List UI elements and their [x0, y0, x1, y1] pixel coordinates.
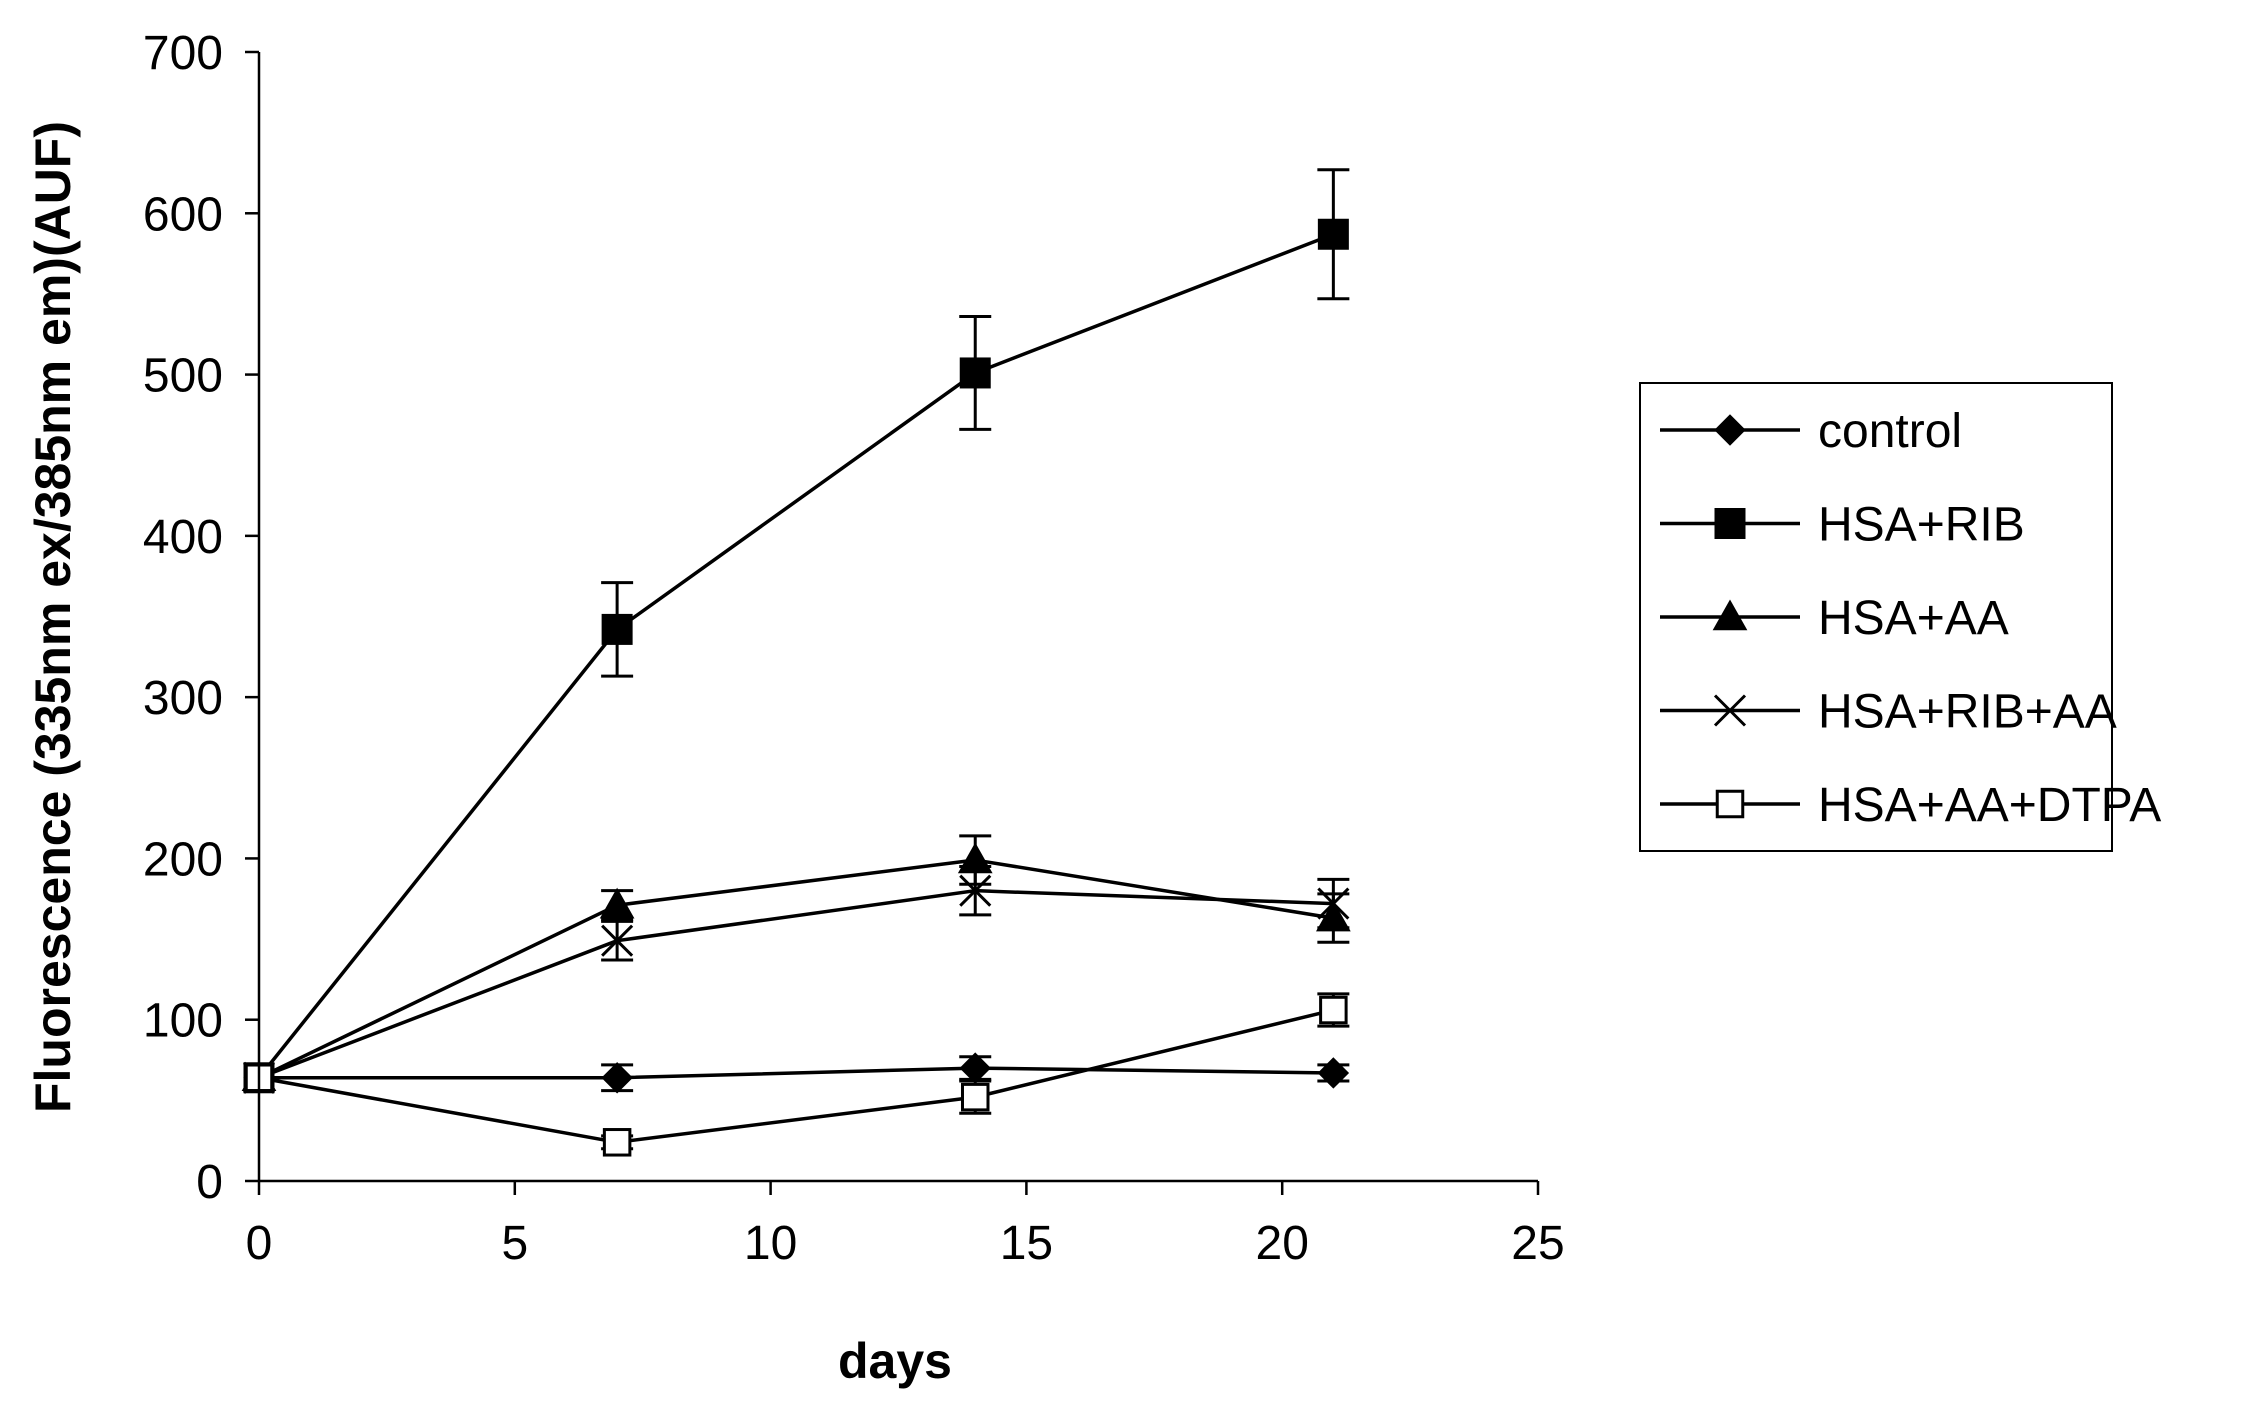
y-tick-label: 700 [143, 27, 223, 80]
axes: 0 100 200 300 400 500 600 700 0 5 10 15 20 25 [143, 27, 1565, 1270]
series-line [258, 1008, 1334, 1145]
data-point [602, 1128, 632, 1157]
series-line [259, 1066, 1334, 1080]
y-tick-label: 100 [143, 995, 223, 1048]
data-point [601, 613, 633, 645]
data-point [959, 874, 992, 907]
x-tick-label: 20 [1256, 1217, 1309, 1270]
legend-label: HSA+RIB [1818, 499, 2025, 552]
series-line [258, 858, 1334, 1080]
y-tick-label: 500 [143, 350, 223, 403]
x-tick-label: 15 [1000, 1217, 1053, 1270]
series-3 [241, 834, 1351, 1092]
x-axis-title: days [838, 1333, 952, 1389]
legend-label: HSA+RIB+AA [1818, 686, 2117, 739]
data-point [601, 1062, 633, 1094]
legend: control HSA+RIB HSA+AA HSA+RIB+AA HSA+AA+DTP… [1639, 382, 2161, 852]
legend-entry: HSA+AA [1660, 592, 2009, 645]
legend-marker-stroke [1713, 694, 1747, 727]
legend-label: HSA+AA [1818, 592, 2009, 645]
x-tick-label: 5 [501, 1217, 528, 1270]
x-tick-label: 25 [1511, 1217, 1564, 1270]
plot-area [241, 168, 1351, 1157]
data-point-stroke [601, 924, 634, 957]
x-ticks: 0 5 10 15 20 25 [246, 1181, 1565, 1270]
data-point [599, 887, 635, 919]
legend-entry: control [1660, 405, 1962, 458]
data-point [1317, 887, 1350, 920]
legend-entry: HSA+RIB [1660, 499, 2025, 552]
legend-marker [1714, 508, 1746, 539]
y-tick-label: 600 [143, 188, 223, 241]
y-tick-label: 300 [143, 672, 223, 725]
legend-label: control [1818, 405, 1962, 458]
data-point-stroke [1317, 887, 1350, 920]
data-point [960, 1082, 990, 1112]
x-tick-label: 10 [744, 1217, 797, 1270]
legend-marker [1715, 789, 1745, 819]
legend-marker [1712, 599, 1748, 631]
series-line [258, 888, 1334, 1080]
y-tick-label: 0 [196, 1156, 223, 1209]
legend-label: HSA+AA+DTPA [1818, 779, 2161, 832]
legend-marker [1713, 694, 1747, 727]
series-2 [243, 168, 1350, 1094]
y-tick-label: 200 [143, 833, 223, 886]
data-point [1317, 218, 1349, 250]
data-point-stroke [959, 874, 992, 907]
legend-marker [1714, 414, 1746, 446]
y-ticks: 0 100 200 300 400 500 600 700 [143, 27, 259, 1209]
data-point [959, 357, 991, 389]
series-line [257, 232, 1334, 1079]
legend-entry: HSA+AA+DTPA [1660, 779, 2161, 832]
y-axis-title: Fluorescence (335nm ex/385nm em)(AUF) [25, 121, 81, 1113]
x-tick-label: 0 [246, 1217, 273, 1270]
series-4 [242, 864, 1350, 1094]
data-point [601, 924, 634, 957]
series-1 [243, 1052, 1350, 1094]
legend-entry: HSA+RIB+AA [1660, 686, 2117, 739]
y-tick-label: 400 [143, 511, 223, 564]
data-point [1319, 995, 1348, 1025]
data-point [1317, 1057, 1350, 1089]
